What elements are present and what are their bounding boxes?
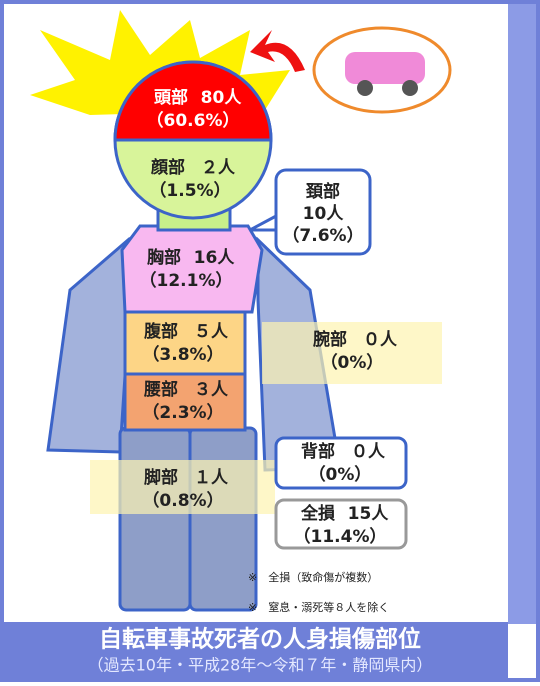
part-name: 頚部 bbox=[305, 181, 340, 202]
subtitle: （過去10年・平成28年～令和７年・静岡県内） bbox=[88, 656, 433, 675]
page: {"title": "自転車事故死者の人身損傷部位", "subtitle": … bbox=[0, 0, 540, 682]
part-percent: （2.3%） bbox=[142, 402, 223, 423]
part-count: １人 bbox=[194, 468, 229, 488]
part-name: 腰部 bbox=[144, 379, 178, 400]
part-count: ０人 bbox=[363, 330, 398, 350]
part-name: 脚部 bbox=[144, 467, 178, 488]
part-percent: （0%） bbox=[309, 464, 372, 485]
part-percent: （3.8%） bbox=[142, 344, 223, 365]
title: 自転車事故死者の人身損傷部位 bbox=[99, 626, 421, 653]
part-name: 腹部 bbox=[144, 321, 178, 342]
part-percent: （12.1%） bbox=[140, 270, 233, 291]
part-count: 80人 bbox=[201, 88, 243, 108]
note: ※ 全損（致命傷が複数） bbox=[248, 570, 378, 584]
part-count: ５人 bbox=[194, 322, 229, 342]
part-count: 16人 bbox=[194, 248, 236, 268]
part-percent: （1.5%） bbox=[149, 180, 230, 201]
part-name: 頭部 bbox=[154, 87, 188, 108]
part-name: 胸部 bbox=[147, 247, 181, 268]
note: ※ 窒息・溺死等８人を除く bbox=[248, 600, 389, 614]
part-count: 15人 bbox=[348, 504, 390, 524]
part-count: ２人 bbox=[201, 158, 236, 178]
chest bbox=[122, 226, 262, 312]
part-name: 腕部 bbox=[313, 329, 347, 350]
infographic: 自転車事故死者の人身損傷部位 （過去10年・平成28年～令和７年・静岡県内） ※… bbox=[0, 0, 540, 682]
part-percent: （0.8%） bbox=[142, 490, 223, 511]
part-count: ０人 bbox=[351, 442, 386, 462]
left-leg bbox=[120, 428, 190, 610]
part-percent: （7.6%） bbox=[282, 225, 363, 246]
part-percent: （0%） bbox=[321, 352, 384, 373]
part-name: 全損 bbox=[300, 503, 336, 524]
part-count: ３人 bbox=[194, 380, 229, 400]
wheel bbox=[402, 80, 418, 96]
right-leg bbox=[190, 428, 256, 610]
side-strip bbox=[508, 4, 536, 624]
part-percent: （11.4%） bbox=[294, 526, 387, 547]
part-name: 背部 bbox=[301, 441, 335, 462]
wheel bbox=[357, 80, 373, 96]
car bbox=[345, 52, 425, 84]
part-count: 10人 bbox=[303, 204, 345, 224]
part-name: 顔部 bbox=[150, 157, 185, 178]
part-percent: （60.6%） bbox=[147, 110, 240, 131]
